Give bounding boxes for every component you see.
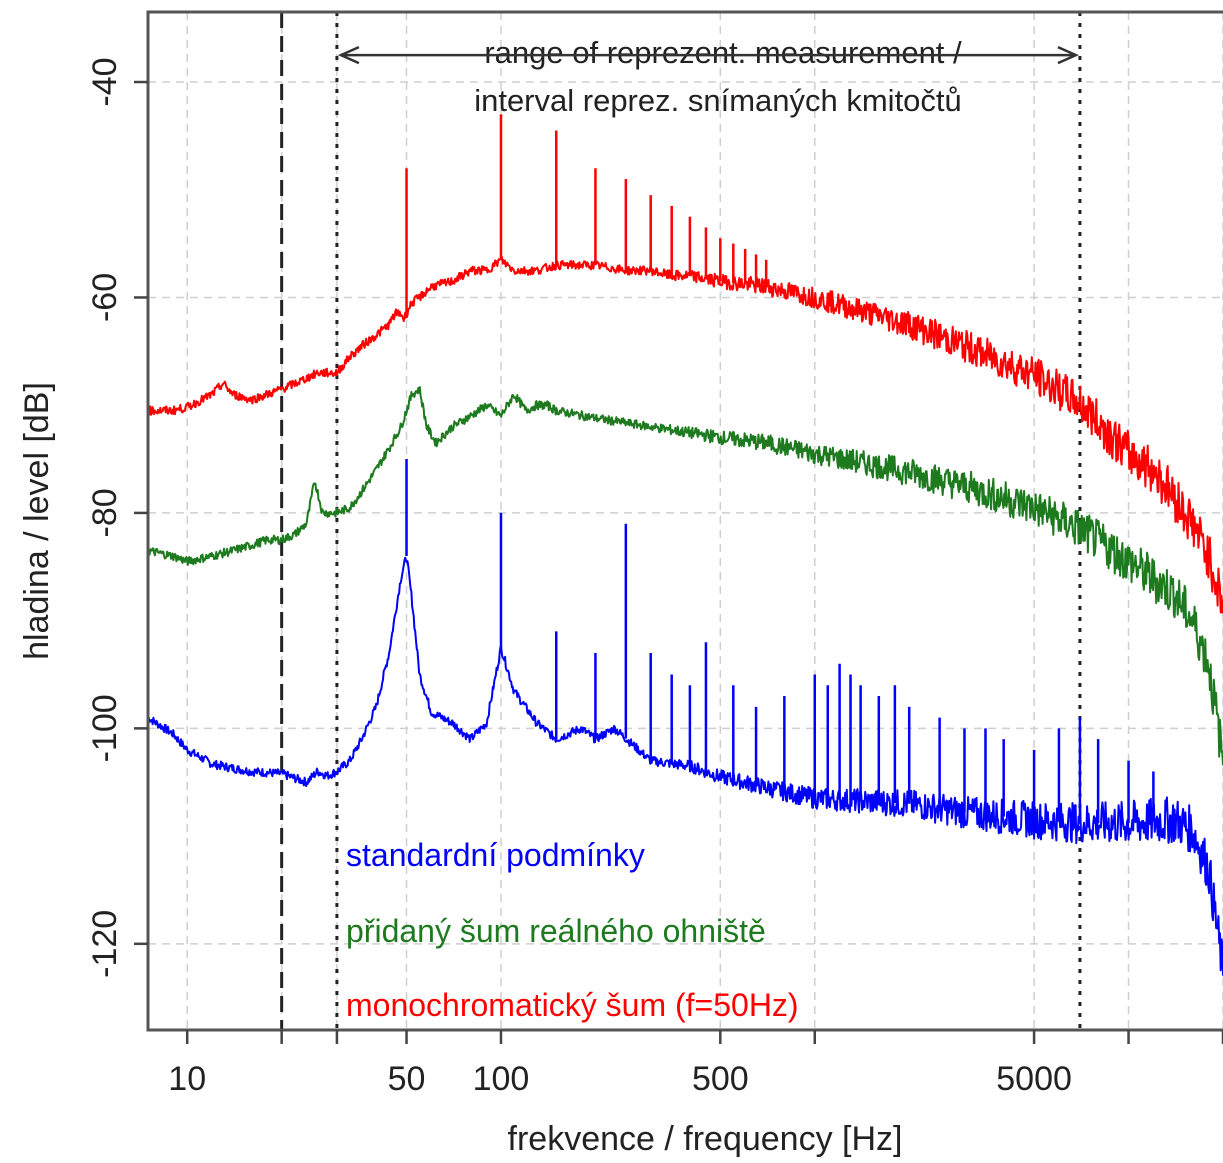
series-monochromatic [147, 114, 1223, 614]
data-series [147, 114, 1223, 976]
y-tick-label: -80 [86, 488, 124, 537]
series-added-noise-line [147, 386, 1223, 766]
annotation-line-2: interval reprez. snímaných kmitočtů [474, 83, 962, 118]
series-standard [147, 459, 1223, 976]
x-tick-label: 10 [168, 1060, 206, 1098]
series-standard-line [147, 556, 1223, 976]
x-tick-label: 5000 [996, 1060, 1072, 1098]
x-axis-label: frekvence / frequency [Hz] [508, 1120, 903, 1158]
y-tick-label: -100 [86, 694, 124, 762]
x-tick-label: 500 [692, 1060, 749, 1098]
range-markers [280, 12, 1082, 1030]
legend-item-monochromatic: monochromatický šum (f=50Hz) [346, 987, 799, 1023]
x-tick-label: 100 [473, 1060, 530, 1098]
y-axis-label: hladina / level [dB] [18, 382, 56, 660]
series-added-noise [147, 386, 1223, 766]
series-monochromatic-line [147, 256, 1223, 614]
legend-item-standard: standardní podmínky [346, 837, 645, 873]
range-arrow-head-left [337, 45, 360, 65]
range-arrow-head-right [1057, 45, 1080, 65]
y-tick-label: -60 [86, 273, 124, 322]
legend-item-added-noise: přidaný šum reálného ohniště [346, 913, 766, 949]
y-tick-label: -40 [86, 57, 124, 106]
plot-frame [146, 10, 1223, 1032]
axes: 10 50 100 500 5000 -40 -60 -80 -100 -120 [86, 57, 1223, 1098]
y-tick-label: -120 [86, 910, 124, 978]
x-tick-label: 50 [388, 1060, 426, 1098]
legend: standardní podmínky přidaný šum reálného… [346, 837, 799, 1023]
annotation-line-1: range of reprezent. measurement / [484, 35, 962, 70]
range-annotation: range of reprezent. measurement / interv… [337, 35, 1080, 118]
